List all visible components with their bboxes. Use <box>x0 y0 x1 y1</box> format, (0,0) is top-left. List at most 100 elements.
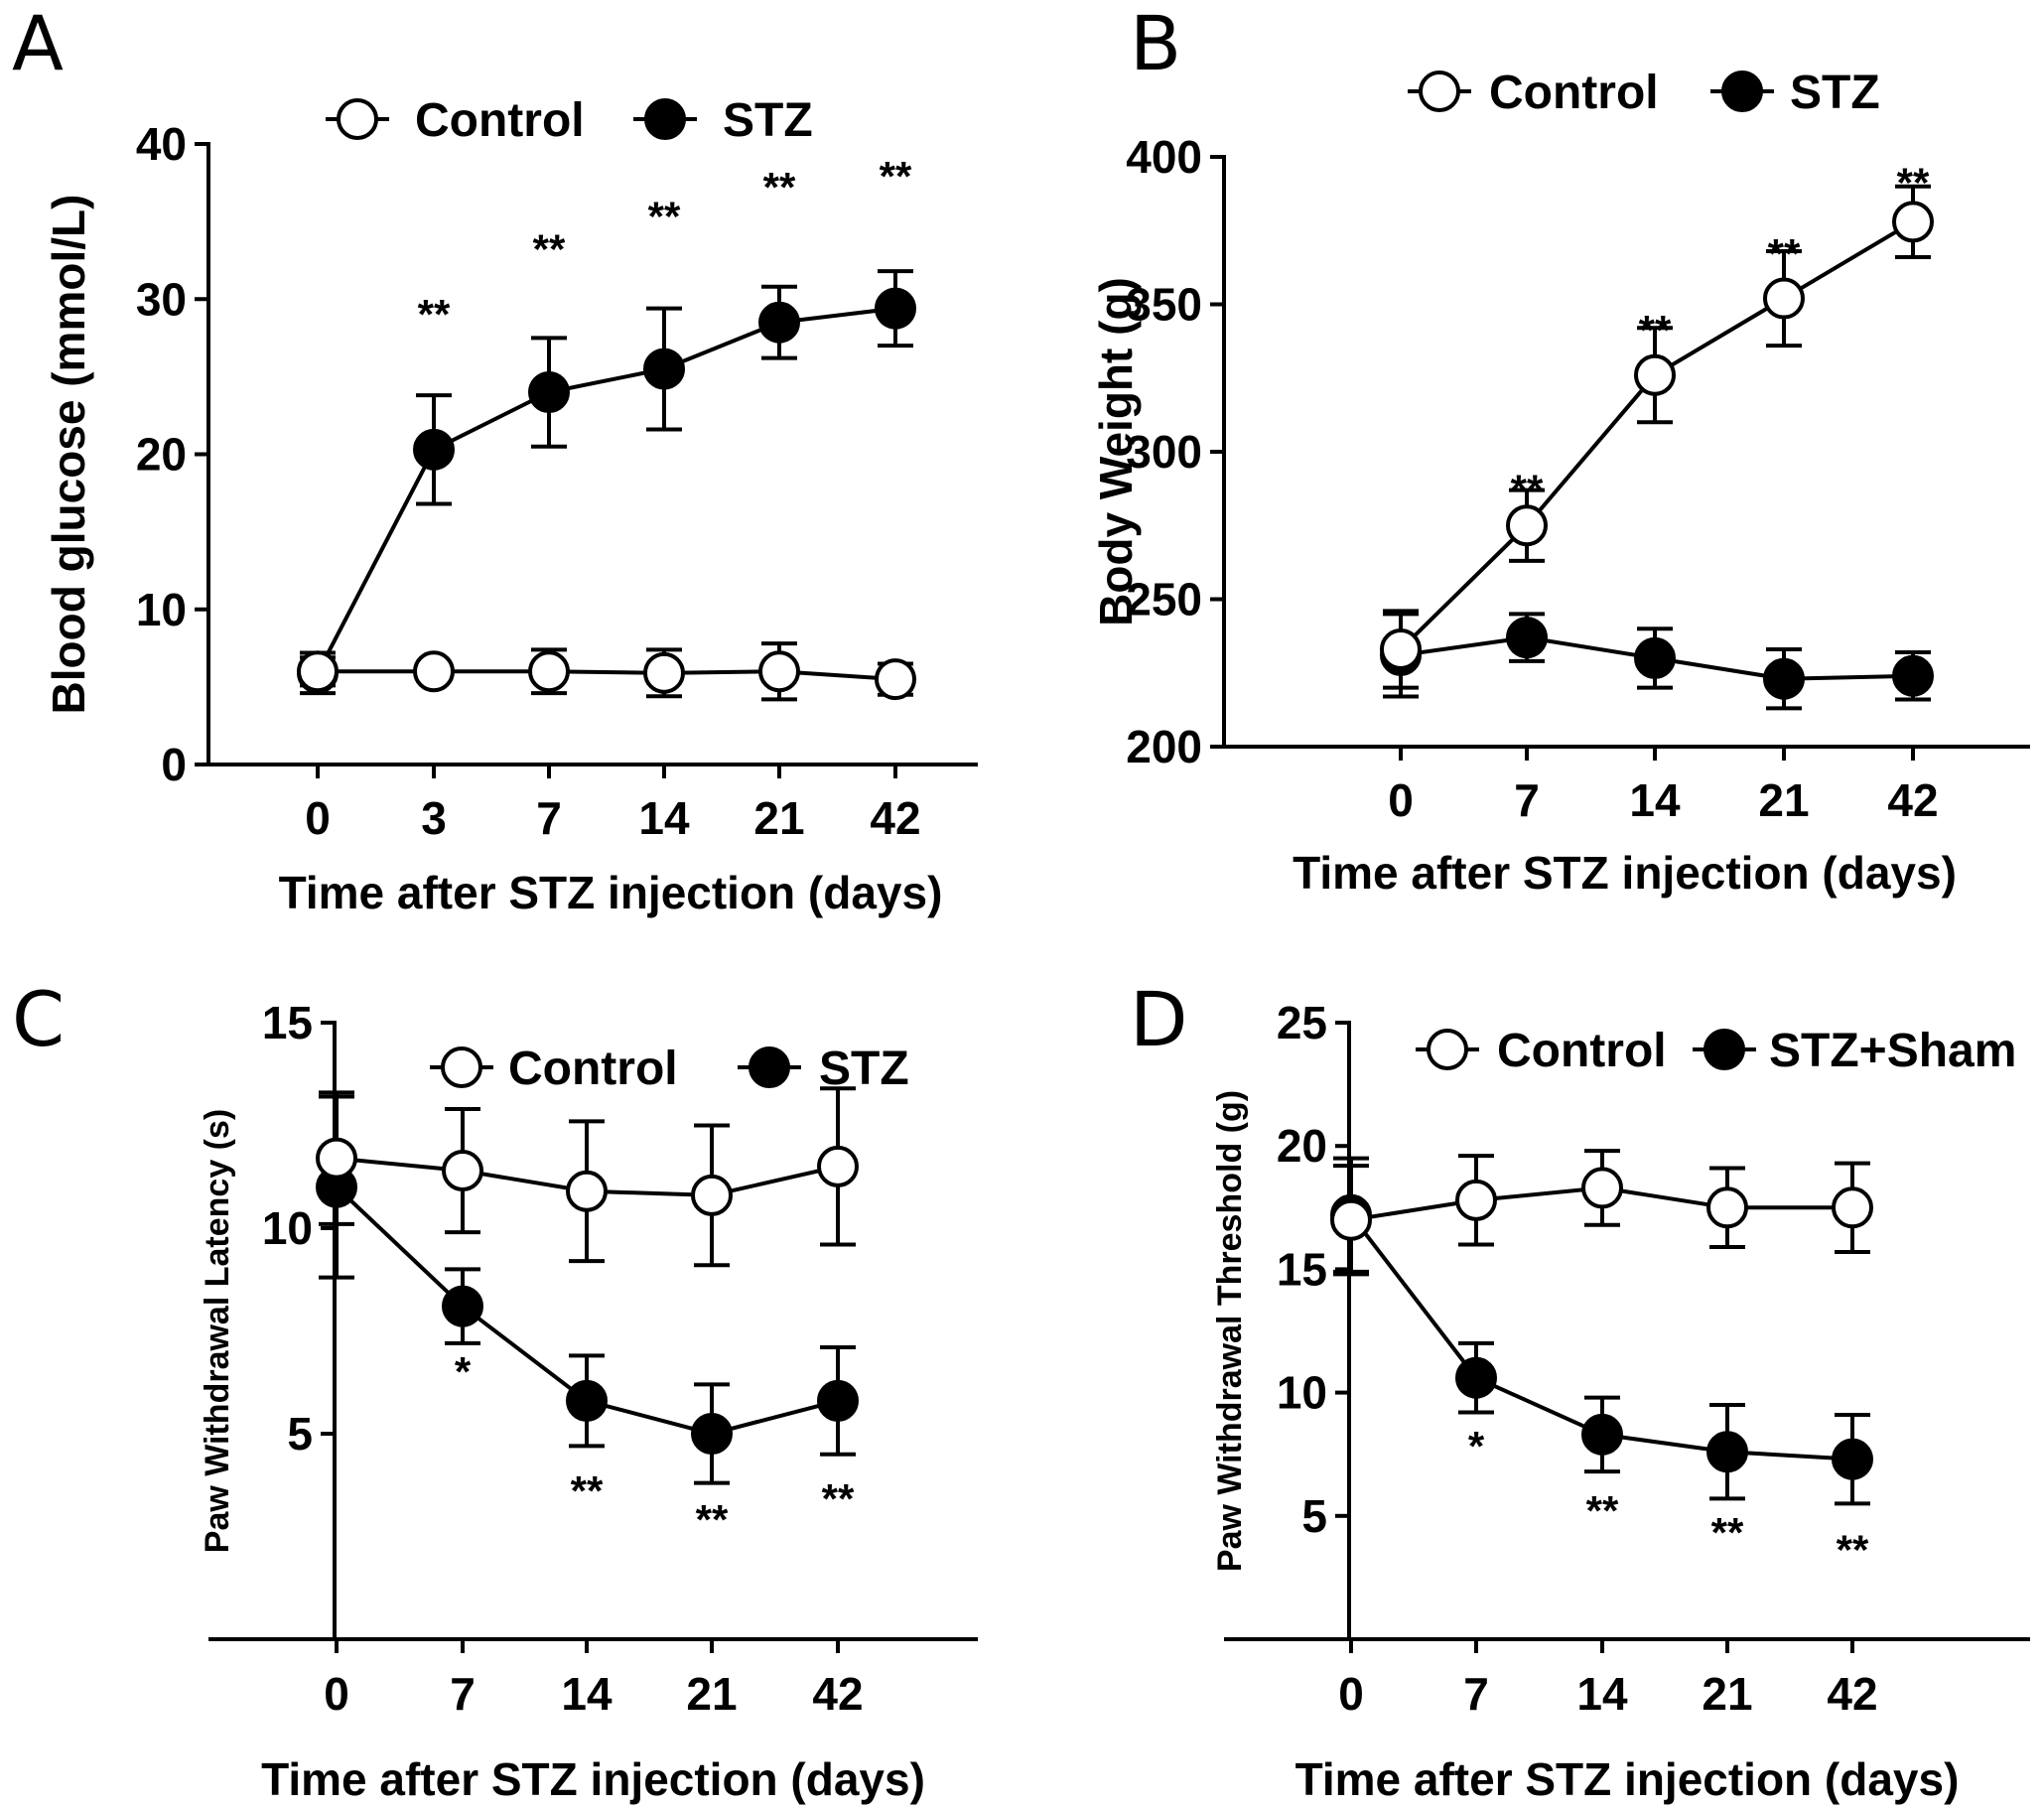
x-tick-label: 21 <box>753 792 804 844</box>
significance-label: ** <box>1897 160 1930 207</box>
data-point <box>1765 280 1803 318</box>
series-stz <box>1382 614 1932 708</box>
legend: Control STZ <box>430 1043 909 1095</box>
x-tick-label: 42 <box>1887 774 1938 826</box>
data-point <box>415 652 453 690</box>
data-point <box>1508 619 1546 656</box>
significance-label: ** <box>1511 467 1544 513</box>
y-tick-label: 30 <box>136 273 187 325</box>
x-tick-label: 7 <box>1463 1668 1489 1720</box>
legend-label: Control <box>1497 1025 1667 1077</box>
y-tick-label: 0 <box>161 739 187 790</box>
significance-label: ** <box>1711 1509 1744 1556</box>
data-point <box>530 373 568 411</box>
panel-letter: A <box>12 0 64 87</box>
data-point <box>299 652 337 690</box>
data-point <box>819 1148 857 1185</box>
data-point <box>1583 1169 1621 1206</box>
panel-letter: D <box>1130 975 1188 1063</box>
data-point <box>530 652 568 690</box>
legend: Control STZ <box>1408 67 1880 119</box>
series-control <box>1332 1151 1871 1274</box>
legend-marker <box>646 100 684 138</box>
legend-label: STZ <box>723 94 813 147</box>
significance-label: ** <box>1586 1487 1619 1534</box>
y-tick-label: 20 <box>136 429 187 481</box>
significance-label: ** <box>533 225 566 272</box>
significance-label: ** <box>763 164 796 210</box>
y-tick-label: 10 <box>1277 1367 1327 1419</box>
significance-label: * <box>1468 1423 1485 1469</box>
legend-marker <box>1421 72 1458 110</box>
series-line <box>318 309 895 673</box>
legend-label: STZ <box>819 1043 909 1095</box>
significance-label: ** <box>822 1475 855 1522</box>
x-tick-label: 0 <box>324 1668 349 1720</box>
figure-canvas: A0102030400 3 7 14 21 42Time after STZ inject… <box>0 0 2044 1810</box>
x-tick-label: 7 <box>536 792 562 844</box>
data-point <box>1583 1416 1621 1454</box>
y-axis-title: Paw Withdrawal Threshold (g) <box>1211 1090 1249 1572</box>
panel-c: C510150 7 14 21 42Time after STZ injection (… <box>12 975 978 1805</box>
data-point <box>1457 1359 1495 1397</box>
significance-label: ** <box>571 1467 604 1514</box>
significance-label: ** <box>1837 1527 1869 1574</box>
data-point <box>1457 1182 1495 1219</box>
significance-label: * <box>455 1348 472 1395</box>
data-point <box>877 660 914 698</box>
data-point <box>1708 1188 1746 1226</box>
data-point <box>645 654 683 692</box>
series-control <box>318 1088 857 1265</box>
legend-label: STZ+Sham <box>1769 1025 2016 1077</box>
legend: Control STZ <box>326 94 813 147</box>
data-point <box>693 1177 731 1214</box>
data-point <box>1834 1441 1871 1478</box>
data-point <box>568 1382 606 1420</box>
data-point <box>1834 1188 1871 1226</box>
legend-label: STZ <box>1790 67 1880 119</box>
x-tick-label: 42 <box>1827 1668 1877 1720</box>
x-axis-title: Time after STZ injection (days) <box>1293 847 1957 899</box>
data-point <box>444 1288 481 1325</box>
x-tick-label: 21 <box>1758 774 1809 826</box>
data-point <box>1382 630 1420 668</box>
data-point <box>1708 1433 1746 1470</box>
significance-label: ** <box>880 153 912 200</box>
data-point <box>1765 660 1803 698</box>
y-tick-label: 40 <box>136 118 187 170</box>
x-tick-label: 0 <box>305 792 331 844</box>
data-point <box>1894 203 1932 240</box>
y-axis-title: Body Weight (g) <box>1090 277 1142 627</box>
x-tick-label: 21 <box>686 1668 737 1720</box>
series-line <box>318 671 895 679</box>
data-point <box>645 350 683 388</box>
data-point <box>1636 639 1674 677</box>
legend-label: Control <box>1489 67 1659 119</box>
series-line <box>1401 221 1913 649</box>
x-tick-label: 42 <box>812 1668 863 1720</box>
significance-label: ** <box>696 1496 729 1543</box>
data-point <box>415 431 453 469</box>
panel-d: D 5 10 15 20 25 0 7 14 21 42 Time after STZ injecti… <box>1130 975 2030 1805</box>
panel-letter: B <box>1130 0 1181 87</box>
x-tick-label: 21 <box>1702 1668 1752 1720</box>
significance-label: ** <box>1768 230 1801 277</box>
series-stz <box>299 271 914 693</box>
data-point <box>693 1415 731 1453</box>
data-point <box>568 1173 606 1210</box>
y-tick-label: 5 <box>1301 1490 1327 1542</box>
y-tick-label: 10 <box>136 584 187 635</box>
data-point <box>819 1382 857 1420</box>
x-tick-label: 42 <box>870 792 920 844</box>
y-tick-label: 20 <box>1277 1120 1327 1172</box>
panel-b: B 200 250 300 350 400 0 7 14 21 42 Time after STZ i… <box>1090 0 2030 899</box>
data-point <box>1332 1201 1370 1239</box>
data-point <box>444 1152 481 1189</box>
legend-marker <box>1705 1031 1743 1068</box>
x-tick-label: 0 <box>1388 774 1414 826</box>
legend-marker <box>750 1048 788 1086</box>
x-tick-label: 7 <box>450 1668 476 1720</box>
data-point <box>1894 657 1932 695</box>
significance-label: ** <box>418 291 451 338</box>
x-tick-label: 0 <box>1338 1668 1364 1720</box>
